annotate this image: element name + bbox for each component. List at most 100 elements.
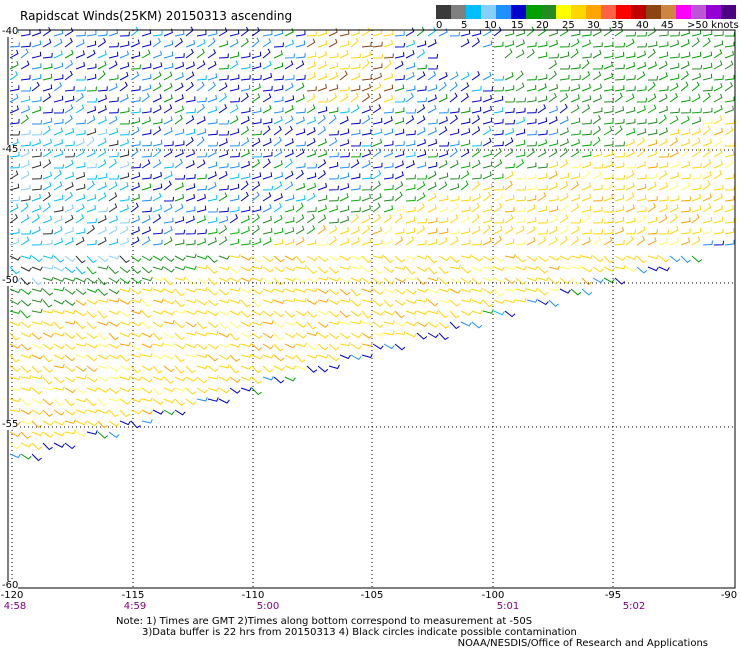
wind-barb xyxy=(361,141,373,147)
wind-barb xyxy=(482,224,491,235)
wind-barb xyxy=(636,71,646,81)
wind-barb xyxy=(592,196,603,202)
wind-barb xyxy=(31,63,42,70)
wind-barb xyxy=(251,213,260,224)
wind-barb xyxy=(361,224,371,235)
wind-barb xyxy=(702,138,712,147)
wind-barb xyxy=(31,152,42,158)
wind-barb xyxy=(449,183,460,191)
wind-barb xyxy=(372,288,384,296)
wind-barb xyxy=(691,184,702,191)
wind-barb xyxy=(64,277,76,282)
wind-barb xyxy=(240,63,251,70)
wind-barb xyxy=(603,52,614,59)
wind-barb xyxy=(372,193,382,202)
wind-barb xyxy=(9,343,21,349)
wind-barb xyxy=(339,215,350,224)
wind-barb xyxy=(42,420,54,426)
wind-barb xyxy=(141,159,151,169)
wind-barb xyxy=(229,60,239,70)
wind-barb xyxy=(702,62,713,70)
wind-barb xyxy=(317,182,327,191)
wind-barb xyxy=(284,277,296,282)
wind-barb xyxy=(108,42,119,48)
wind-barb xyxy=(229,387,241,394)
wind-barb xyxy=(9,163,20,169)
wind-barb xyxy=(141,183,152,191)
wind-barb xyxy=(504,194,515,202)
wind-barb xyxy=(163,266,175,273)
wind-barb xyxy=(185,298,197,304)
legend-swatch xyxy=(511,5,526,19)
wind-barb xyxy=(262,125,271,136)
wind-barb xyxy=(207,299,219,307)
wind-barb xyxy=(306,321,317,330)
wind-barb xyxy=(603,160,614,169)
wind-barb xyxy=(273,321,285,328)
wind-barb xyxy=(669,115,679,125)
wind-barb xyxy=(691,173,702,180)
wind-barb xyxy=(658,105,668,114)
wind-barb xyxy=(669,108,680,114)
wind-barb xyxy=(119,365,131,371)
wind-barb xyxy=(130,376,142,381)
wind-barb xyxy=(405,236,415,246)
wind-barb xyxy=(383,59,392,70)
wind-barb xyxy=(328,266,339,274)
wind-barb xyxy=(361,41,372,48)
legend-swatch xyxy=(706,5,721,19)
wind-barb xyxy=(218,363,230,369)
wind-barb xyxy=(251,83,261,92)
wind-barb xyxy=(372,343,384,350)
wind-barb xyxy=(31,193,41,202)
wind-barb xyxy=(471,70,481,81)
wind-barb xyxy=(185,376,197,382)
wind-barb xyxy=(31,226,41,235)
wind-barb xyxy=(130,343,142,351)
wind-barb xyxy=(405,275,417,281)
wind-barb xyxy=(427,104,437,114)
wind-barb xyxy=(361,185,373,191)
wind-barb xyxy=(185,387,197,395)
wind-barb xyxy=(724,204,735,213)
wind-barb xyxy=(724,239,735,246)
wind-barb xyxy=(592,206,603,213)
wind-barb xyxy=(196,159,206,169)
wind-barb xyxy=(548,116,558,125)
wind-barb xyxy=(482,171,492,180)
wind-barb xyxy=(614,277,626,285)
wind-barb xyxy=(130,277,142,284)
wind-barb xyxy=(548,215,558,224)
wind-barb xyxy=(328,93,338,103)
wind-barb xyxy=(361,255,372,263)
wind-barb xyxy=(669,195,680,202)
wind-barb xyxy=(86,255,97,264)
wind-barb xyxy=(53,354,65,360)
wind-barb xyxy=(372,254,384,259)
wind-barb xyxy=(614,216,625,224)
wind-barb xyxy=(493,159,503,169)
wind-barb xyxy=(207,60,217,70)
wind-barb xyxy=(537,299,549,306)
wind-barb xyxy=(504,163,515,169)
wind-barb xyxy=(196,116,206,125)
wind-barb xyxy=(207,161,218,169)
wind-barb xyxy=(394,288,406,295)
wind-barb xyxy=(449,264,461,270)
wind-barb xyxy=(64,343,76,351)
wind-barb xyxy=(306,52,317,59)
wind-barb xyxy=(163,299,175,305)
wind-barb xyxy=(427,228,438,235)
wind-barb xyxy=(504,287,516,292)
wind-barb xyxy=(273,193,283,202)
wind-barb xyxy=(537,266,549,274)
wind-barb xyxy=(108,277,120,284)
wind-barb xyxy=(603,207,615,213)
wind-barb xyxy=(636,118,647,125)
wind-barb xyxy=(251,130,262,136)
wind-barb xyxy=(9,321,21,327)
wind-barb xyxy=(251,238,262,246)
wind-barb xyxy=(9,138,19,147)
wind-barb xyxy=(64,320,76,325)
wind-barb xyxy=(141,236,151,246)
